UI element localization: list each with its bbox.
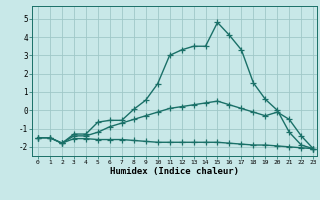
X-axis label: Humidex (Indice chaleur): Humidex (Indice chaleur): [110, 167, 239, 176]
